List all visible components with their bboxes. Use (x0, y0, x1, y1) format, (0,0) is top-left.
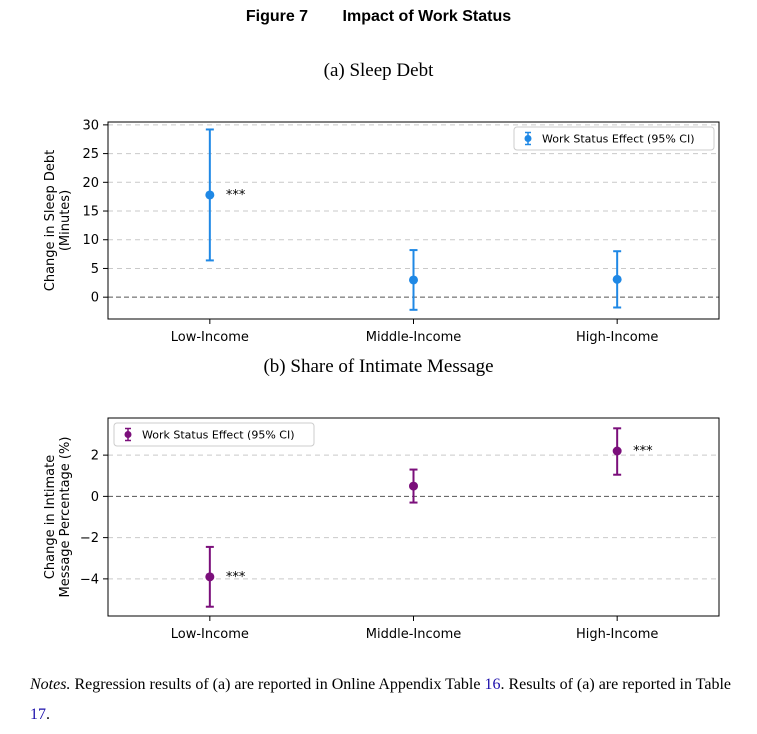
intimate-message-point (205, 572, 215, 582)
panel-a-title: (a) Sleep Debt (323, 60, 434, 81)
intimate-message-y-tick-label: 2 (91, 449, 99, 464)
figure-number: Figure 7 (245, 8, 309, 25)
sleep-debt-x-tick-label: Low-Income (171, 330, 249, 345)
figure-heading: Impact of Work Status (342, 8, 512, 25)
sleep-debt-point (205, 190, 215, 200)
intimate-message-x-tick-label: Low-Income (171, 627, 249, 642)
appendix-table-link-17[interactable]: 17 (30, 706, 46, 723)
notes-text-1: Regression results of (a) are reported i… (70, 676, 485, 693)
sleep-debt-point (612, 274, 622, 284)
sleep-debt-y-tick-label: 30 (82, 118, 99, 133)
sleep-debt-y-tick-label: 15 (82, 205, 99, 220)
sleep-debt-y-tick-label: 5 (91, 262, 99, 277)
sleep-debt-y-axis-label: Change in Sleep Debt (43, 150, 58, 292)
notes-text-2: . Results of (a) are reported in Table (500, 676, 731, 693)
sleep-debt-legend-box (513, 126, 715, 151)
intimate-message-legend-box (113, 422, 315, 447)
sleep-debt-y-tick-label: 10 (82, 233, 99, 248)
intimate-message-y-tick-label: −4 (80, 572, 99, 587)
figure-notes: Notes. Regression results of (a) are rep… (30, 670, 745, 730)
intimate-message-significance-label: *** (226, 570, 246, 585)
intimate-message-x-tick-label: High-Income (576, 627, 658, 642)
intimate-message-y-axis-label: Message Percentage (%) (58, 437, 73, 598)
sleep-debt-legend: Work Status Effect (95% CI) (513, 126, 715, 151)
intimate-message-point (612, 446, 622, 456)
intimate-message-y-tick-label: −2 (80, 531, 99, 546)
sleep-debt-y-axis-label: (Minutes) (58, 190, 73, 251)
intimate-message-x-tick-label: Middle-Income (366, 627, 461, 642)
sleep-debt-chart: 0 5 10 15 20 25 30 Low-Income Middle-Income High-… (43, 118, 720, 345)
sleep-debt-legend-marker (524, 135, 532, 142)
intimate-message-significance-label: *** (633, 444, 653, 459)
sleep-debt-x-tick-label: High-Income (576, 330, 658, 345)
panel-b-title: (b) Share of Intimate Message (263, 356, 494, 377)
notes-text-3: . (46, 706, 50, 723)
sleep-debt-x-tick-label: Middle-Income (366, 330, 461, 345)
notes-label: Notes. (30, 676, 71, 693)
intimate-message-legend-label: Work Status Effect (95% CI) (142, 429, 295, 442)
intimate-message-y-tick-label: 0 (91, 490, 99, 505)
appendix-table-link-16[interactable]: 16 (484, 676, 501, 693)
sleep-debt-point (409, 275, 418, 285)
sleep-debt-y-tick-label: 0 (91, 291, 99, 306)
intimate-message-axes-frame (107, 417, 720, 617)
figure-title: Figure 7 Impact of Work Status (0, 8, 757, 26)
intimate-message-legend: Work Status Effect (95% CI) (113, 422, 315, 447)
intimate-message-point (409, 481, 418, 491)
sleep-debt-y-tick-label: 25 (82, 147, 99, 162)
intimate-message-chart: −4 −2 0 2 Low-Income Middle-Income High-Income… (43, 417, 720, 642)
sleep-debt-significance-label: *** (226, 188, 246, 203)
sleep-debt-axes-frame (107, 121, 720, 320)
intimate-message-legend-marker (124, 431, 132, 438)
intimate-message-y-axis-label: Change in Intimate (43, 455, 58, 579)
sleep-debt-legend-label: Work Status Effect (95% CI) (542, 133, 695, 146)
sleep-debt-y-tick-label: 20 (82, 176, 99, 191)
